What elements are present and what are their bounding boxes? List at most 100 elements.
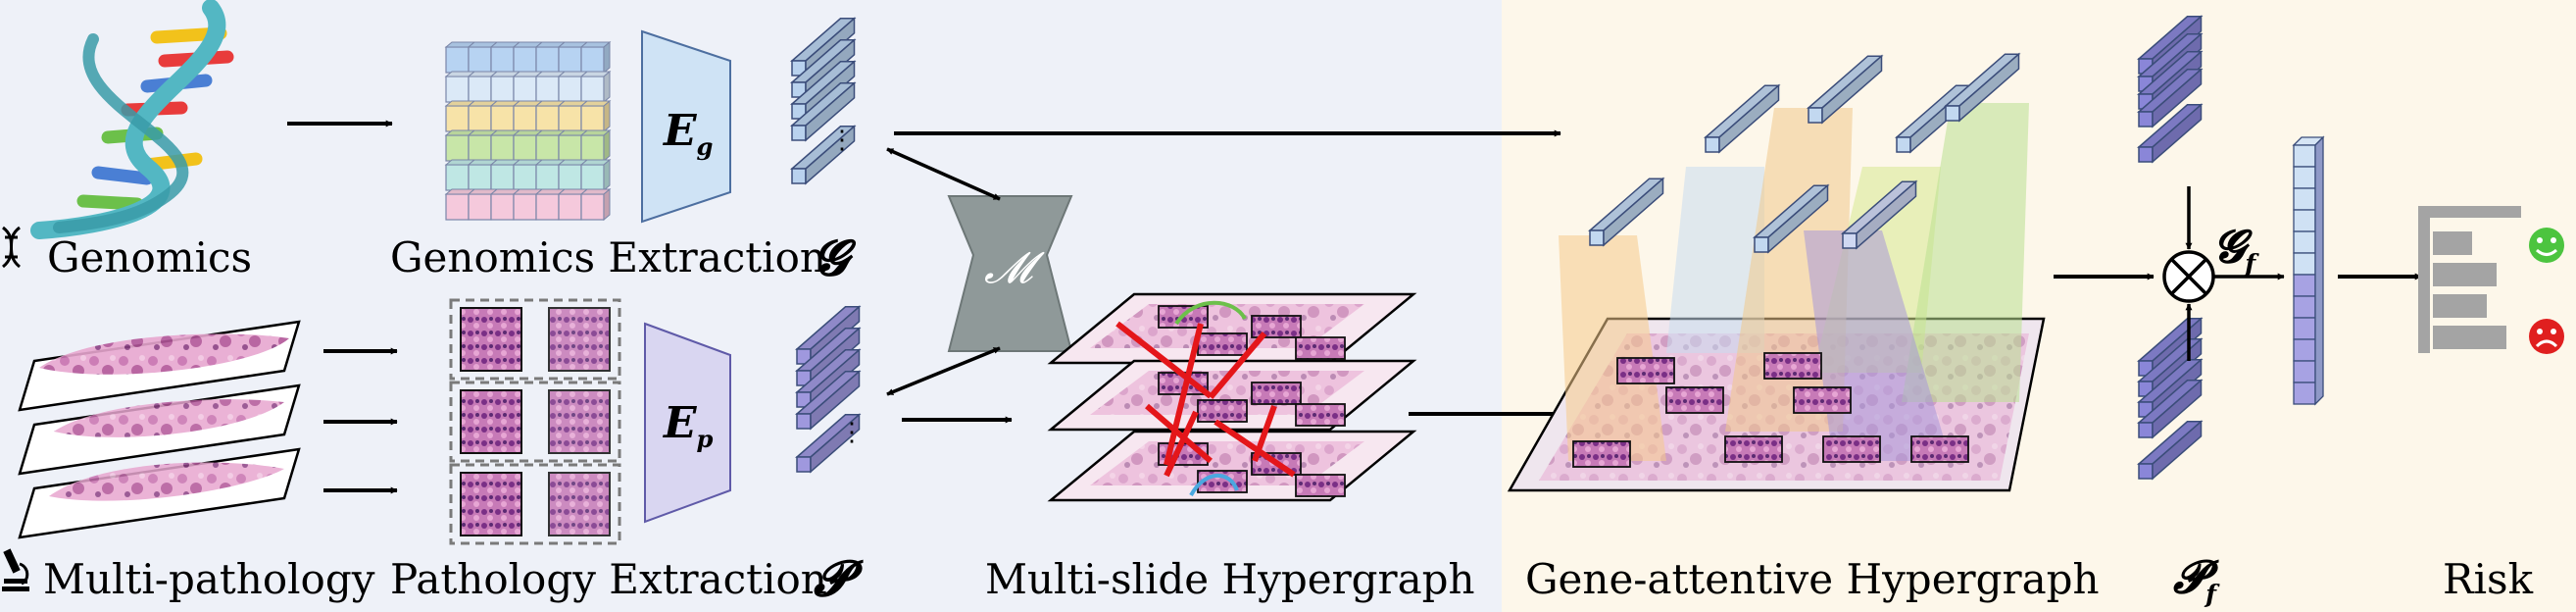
table-cell: [490, 76, 515, 103]
table-cell: [513, 134, 537, 162]
risk-label: Risk: [2443, 555, 2534, 603]
genomics-label: Genomics: [47, 233, 253, 281]
attended-token: [1588, 177, 1665, 247]
vector-cell: [2293, 252, 2316, 276]
vector-cell: [2293, 187, 2316, 211]
dna-helix-illustration: [30, 0, 234, 239]
table-cell: [445, 105, 470, 132]
patch-image: [460, 307, 522, 372]
node-patch: [1616, 357, 1675, 384]
node-patch: [1197, 332, 1248, 356]
table-cell: [513, 46, 537, 74]
fused-output-vector: [2292, 135, 2325, 406]
sad-face-icon: [2529, 319, 2564, 354]
node-patch: [1793, 386, 1852, 414]
vector-cell: [2293, 382, 2316, 405]
hyperedge: [1145, 403, 1213, 464]
fused-genomic-stack: [2136, 15, 2204, 164]
dna-small-icon: [1, 226, 22, 269]
feature-token: [795, 370, 862, 431]
node-patch: [1665, 386, 1724, 414]
node-patch: [1763, 352, 1822, 380]
table-cell: [513, 193, 537, 221]
attention-beam: [1559, 235, 1666, 461]
multi-slide-hypergraph-label: Multi-slide Hypergraph: [985, 555, 1475, 603]
node-patch: [1724, 435, 1783, 463]
table-cell: [490, 193, 515, 221]
vector-cell: [2293, 317, 2316, 340]
patch-image: [548, 307, 611, 372]
table-cell: [580, 193, 605, 221]
table-cell: [535, 76, 560, 103]
patch-group-box: [449, 381, 621, 463]
pathology-patch-boxes: [449, 298, 621, 545]
genomic-stack-dots: ⋮: [829, 126, 855, 155]
vector-side: [2314, 135, 2324, 406]
patch-image: [548, 389, 611, 454]
vector-cell: [2293, 274, 2316, 297]
table-cell: [445, 134, 470, 162]
genomics-table: [444, 40, 612, 222]
hyperedge: [1115, 321, 1213, 399]
table-cell: [490, 134, 515, 162]
pathology-extraction-label: Pathology Extraction: [390, 555, 827, 603]
table-cell: [513, 164, 537, 191]
hyperedge: [1164, 323, 1204, 466]
hyperedge: [1208, 332, 1267, 399]
pathology-features-symbol: 𝓟: [814, 549, 850, 607]
node-patch: [1572, 440, 1631, 468]
vector-cell: [2293, 360, 2316, 383]
hyperedge-arc: [1189, 473, 1239, 497]
table-cell: [580, 46, 605, 74]
happy-face-icon: [2529, 228, 2564, 263]
table-cell: [445, 193, 470, 221]
node-patch: [1251, 315, 1302, 338]
attended-token: [1943, 52, 2021, 123]
vector-cell: [2293, 209, 2316, 232]
pathology-encoder-trapezoid: [644, 322, 731, 524]
genomic-encoder-symbol: Eg: [664, 106, 714, 161]
attended-token: [1753, 183, 1830, 254]
table-cell: [490, 105, 515, 132]
table-cell: [468, 193, 492, 221]
patch-image: [460, 389, 522, 454]
table-cell: [468, 76, 492, 103]
table-cell: [580, 164, 605, 191]
table-cell: [513, 105, 537, 132]
fused-genomic-symbol: 𝓖f: [2213, 220, 2256, 279]
table-cell: [580, 105, 605, 132]
table-cell: [558, 193, 582, 221]
gene-attentive-hypergraph: [1507, 52, 2046, 492]
right-panel-bg: [1502, 0, 2576, 612]
table-cell: [468, 134, 492, 162]
hyperedge: [1214, 419, 1296, 478]
table-cell: [535, 105, 560, 132]
attention-beam: [1666, 167, 1764, 353]
table-cell: [580, 134, 605, 162]
node-patch: [1295, 403, 1346, 427]
gene-attentive-hypergraph-label: Gene-attentive Hypergraph: [1525, 555, 2100, 603]
table-cell: [535, 164, 560, 191]
feature-token: [789, 125, 857, 185]
table-cell: [558, 76, 582, 103]
node-patch: [1295, 474, 1346, 497]
mapping-module-symbol: 𝓜: [984, 243, 1033, 293]
attended-token: [1841, 179, 1918, 250]
attention-beam: [1902, 103, 2029, 402]
feature-token: [795, 413, 862, 474]
table-cell: [535, 193, 560, 221]
pathology-token-stack: [795, 305, 862, 474]
multi-slide-hypergraph: [1047, 292, 1417, 502]
patch-group-box: [449, 463, 621, 545]
vector-cell: [2293, 338, 2316, 362]
feature-token: [2137, 379, 2204, 439]
node-patch: [1910, 435, 1969, 463]
hyperedge-arc: [1174, 300, 1247, 326]
table-cell: [468, 105, 492, 132]
vector-cell: [2293, 230, 2316, 254]
table-cell: [468, 164, 492, 191]
node-patch: [1295, 336, 1346, 360]
multi-pathology-label: Multi-pathology: [43, 555, 375, 603]
